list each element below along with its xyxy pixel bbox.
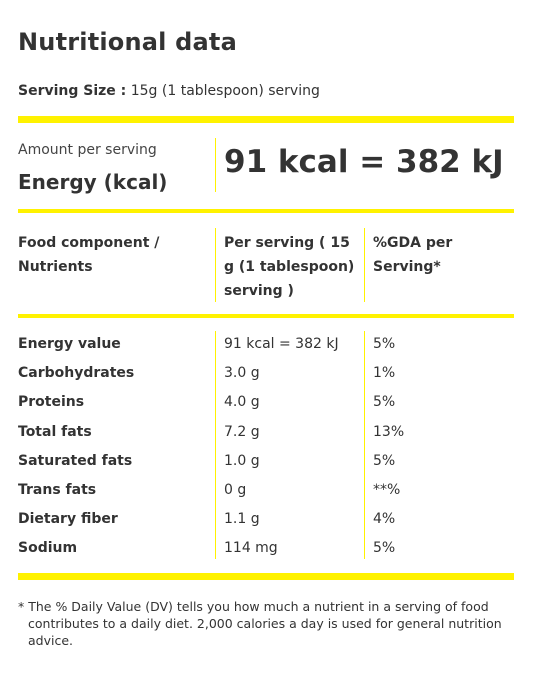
nutrient-gda: 1%: [373, 365, 396, 381]
table-row: Trans fats 0 g **%: [18, 477, 514, 506]
divider-bar: [18, 209, 514, 213]
footnote: * The % Daily Value (DV) tells you how m…: [18, 599, 502, 648]
table-row: Energy value 91 kcal = 382 kJ 5%: [18, 331, 514, 360]
nutrient-gda: 5%: [373, 453, 396, 469]
nutrient-name: Sodium: [18, 540, 78, 556]
divider-bar: [18, 314, 514, 318]
energy-summary: Amount per serving Energy (kcal) 91 kcal…: [18, 124, 514, 208]
serving-size-value: 15g (1 tablespoon) serving: [130, 83, 320, 99]
page-title: Nutritional data: [18, 28, 238, 56]
column-divider: [215, 228, 216, 302]
nutrient-amount: 1.1 g: [224, 511, 260, 527]
nutrient-gda: 5%: [373, 394, 396, 410]
nutrient-gda: 13%: [373, 424, 405, 440]
nutrient-name: Saturated fats: [18, 453, 133, 469]
divider-bar: [18, 116, 514, 123]
energy-value: 91 kcal = 382 kJ: [224, 144, 504, 180]
nutrient-amount: 4.0 g: [224, 394, 260, 410]
column-divider: [364, 228, 365, 302]
table-row: Total fats 7.2 g 13%: [18, 419, 514, 448]
header-gda: %GDA per Serving*: [373, 235, 453, 275]
energy-kcal-label: Energy (kcal): [18, 170, 168, 194]
nutrient-name: Total fats: [18, 424, 92, 440]
table-header: Food component / Nutrients Per serving (…: [18, 214, 514, 314]
nutrient-name: Carbohydrates: [18, 365, 135, 381]
nutrient-name: Energy value: [18, 336, 121, 352]
nutrient-gda: 5%: [373, 540, 396, 556]
column-divider: [364, 331, 365, 559]
nutrient-gda: 5%: [373, 336, 396, 352]
table-row: Dietary fiber 1.1 g 4%: [18, 506, 514, 535]
table-row: Saturated fats 1.0 g 5%: [18, 448, 514, 477]
serving-size-label: Serving Size :: [18, 83, 127, 99]
nutrient-name: Trans fats: [18, 482, 97, 498]
nutrient-gda: **%: [373, 482, 401, 498]
nutrient-amount: 7.2 g: [224, 424, 260, 440]
table-row: Proteins 4.0 g 5%: [18, 389, 514, 418]
amount-per-serving-label: Amount per serving: [18, 142, 157, 158]
nutrient-amount: 91 kcal = 382 kJ: [224, 336, 339, 352]
nutrient-name: Dietary fiber: [18, 511, 118, 527]
table-row: Sodium 114 mg 5%: [18, 535, 514, 564]
column-divider: [215, 331, 216, 559]
serving-size: Serving Size : 15g (1 tablespoon) servin…: [18, 83, 320, 99]
table-row: Carbohydrates 3.0 g 1%: [18, 360, 514, 389]
nutrient-amount: 0 g: [224, 482, 247, 498]
nutrient-amount: 3.0 g: [224, 365, 260, 381]
nutrient-amount: 114 mg: [224, 540, 278, 556]
divider-bar: [18, 573, 514, 580]
header-component: Food component / Nutrients: [18, 235, 160, 275]
header-per-serving: Per serving ( 15 g (1 tablespoon) servin…: [224, 235, 355, 299]
column-divider: [215, 138, 216, 192]
nutrient-amount: 1.0 g: [224, 453, 260, 469]
nutrient-gda: 4%: [373, 511, 396, 527]
nutrient-name: Proteins: [18, 394, 85, 410]
